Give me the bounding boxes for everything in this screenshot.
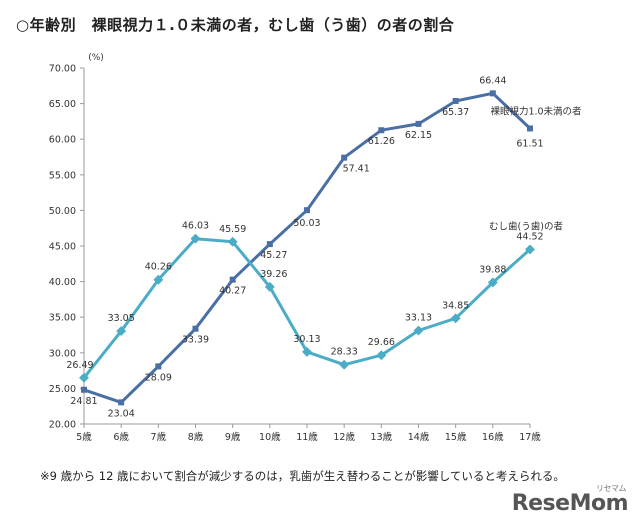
- data-label-vision: 66.44: [479, 75, 506, 86]
- legend-vision: 裸眼視力1.0未満の者: [490, 105, 581, 117]
- data-label-vision: 33.39: [182, 335, 209, 346]
- data-point-caries: [413, 325, 424, 336]
- data-point-vision: [341, 154, 348, 161]
- data-point-caries: [153, 274, 164, 285]
- y-axis-unit-label: (%): [88, 53, 104, 63]
- data-point-caries: [376, 350, 387, 361]
- data-label-vision: 28.09: [145, 372, 172, 383]
- x-tick-label: 5歳: [76, 431, 92, 443]
- logo-text: ReseMom: [511, 491, 629, 516]
- x-tick-label: 15歳: [445, 431, 467, 443]
- data-point-caries: [302, 346, 312, 357]
- resemom-logo: ReseMom リセマム: [511, 484, 629, 516]
- x-tick-label: 13歳: [371, 431, 393, 443]
- logo-subtext: リセマム: [596, 484, 627, 493]
- data-label-caries: 33.13: [405, 313, 432, 324]
- data-label-vision: 61.26: [368, 136, 395, 147]
- data-label-vision: 24.81: [70, 396, 97, 407]
- y-tick-label: 50.00: [49, 206, 76, 217]
- data-point-caries: [264, 281, 275, 292]
- y-tick-label: 25.00: [49, 384, 76, 395]
- data-point-vision: [192, 325, 199, 332]
- chart-title: ○年齢別 裸眼視力１.０未満の者，むし歯（う歯）の者の割合: [16, 16, 455, 34]
- data-label-vision: 50.03: [293, 218, 320, 229]
- y-tick-label: 40.00: [49, 277, 76, 288]
- data-point-vision: [489, 90, 496, 97]
- data-label-vision: 40.27: [219, 286, 246, 297]
- x-tick-label: 11歳: [296, 431, 318, 443]
- data-label-caries: 44.52: [516, 231, 543, 242]
- data-label-caries: 45.59: [219, 224, 246, 235]
- data-label-caries: 39.26: [260, 269, 287, 280]
- data-label-caries: 26.49: [66, 360, 93, 371]
- data-point-vision: [378, 127, 385, 134]
- data-point-caries: [339, 359, 350, 370]
- data-label-caries: 34.85: [442, 300, 469, 311]
- data-point-caries: [487, 277, 498, 288]
- y-tick-label: 45.00: [49, 242, 76, 253]
- x-tick-label: 6歳: [113, 431, 129, 443]
- data-point-vision: [266, 241, 273, 248]
- x-tick-label: 9歳: [225, 431, 241, 443]
- data-point-vision: [452, 97, 459, 104]
- y-tick-label: 20.00: [49, 420, 76, 431]
- data-label-vision: 61.51: [516, 138, 543, 149]
- footnote: ※9 歳から 12 歳において割合が減少するのは，乳歯が生え替わることが影響して…: [40, 469, 565, 483]
- data-label-caries: 39.88: [479, 264, 506, 275]
- x-tick-label: 17歳: [519, 431, 541, 443]
- data-label-vision: 57.41: [343, 164, 370, 175]
- data-label-vision: 23.04: [108, 408, 135, 419]
- y-tick-label: 30.00: [49, 348, 76, 359]
- data-label-caries: 28.33: [331, 347, 358, 358]
- data-label-vision: 62.15: [405, 130, 432, 141]
- chart-data-labels: 24.81 23.04 28.09 33.39 40.27 45.27 50.03 57.41…: [66, 75, 543, 419]
- data-point-caries: [450, 313, 461, 324]
- line-chart: 20.00 25.00 30.00 35.00 40.00 45.00 50.00 55.00…: [49, 53, 582, 443]
- data-label-caries: 33.05: [108, 313, 135, 324]
- data-label-caries: 40.26: [145, 262, 172, 273]
- y-tick-label: 35.00: [49, 313, 76, 324]
- data-label-caries: 30.13: [293, 334, 320, 345]
- x-tick-label: 8歳: [188, 431, 204, 443]
- data-point-vision: [527, 125, 533, 132]
- y-tick-label: 55.00: [49, 170, 76, 181]
- y-tick-label: 60.00: [49, 135, 76, 146]
- x-tick-label: 10歳: [259, 431, 281, 443]
- data-label-vision: 45.27: [260, 250, 287, 261]
- data-label-caries: 29.66: [368, 337, 395, 348]
- x-tick-label: 16歳: [482, 431, 504, 443]
- chart-axes: 20.00 25.00 30.00 35.00 40.00 45.00 50.00 55.00…: [49, 53, 541, 443]
- data-point-vision: [81, 386, 87, 393]
- legend-caries: むし歯(う歯)の者: [489, 220, 563, 232]
- x-tick-label: 14歳: [408, 431, 430, 443]
- data-point-caries: [525, 244, 535, 255]
- data-point-vision: [229, 276, 236, 283]
- data-point-caries: [227, 236, 238, 247]
- data-point-vision: [118, 399, 125, 406]
- y-tick-label: 70.00: [49, 64, 76, 75]
- data-point-vision: [155, 363, 162, 370]
- data-point-caries: [190, 233, 201, 244]
- chart-points: [79, 90, 535, 406]
- y-tick-label: 65.00: [49, 99, 76, 110]
- data-label-caries: 46.03: [182, 221, 209, 232]
- data-point-vision: [415, 120, 422, 127]
- x-tick-label: 12歳: [333, 431, 355, 443]
- data-point-vision: [304, 207, 310, 214]
- x-tick-label: 7歳: [151, 431, 167, 443]
- data-label-vision: 65.37: [442, 107, 469, 118]
